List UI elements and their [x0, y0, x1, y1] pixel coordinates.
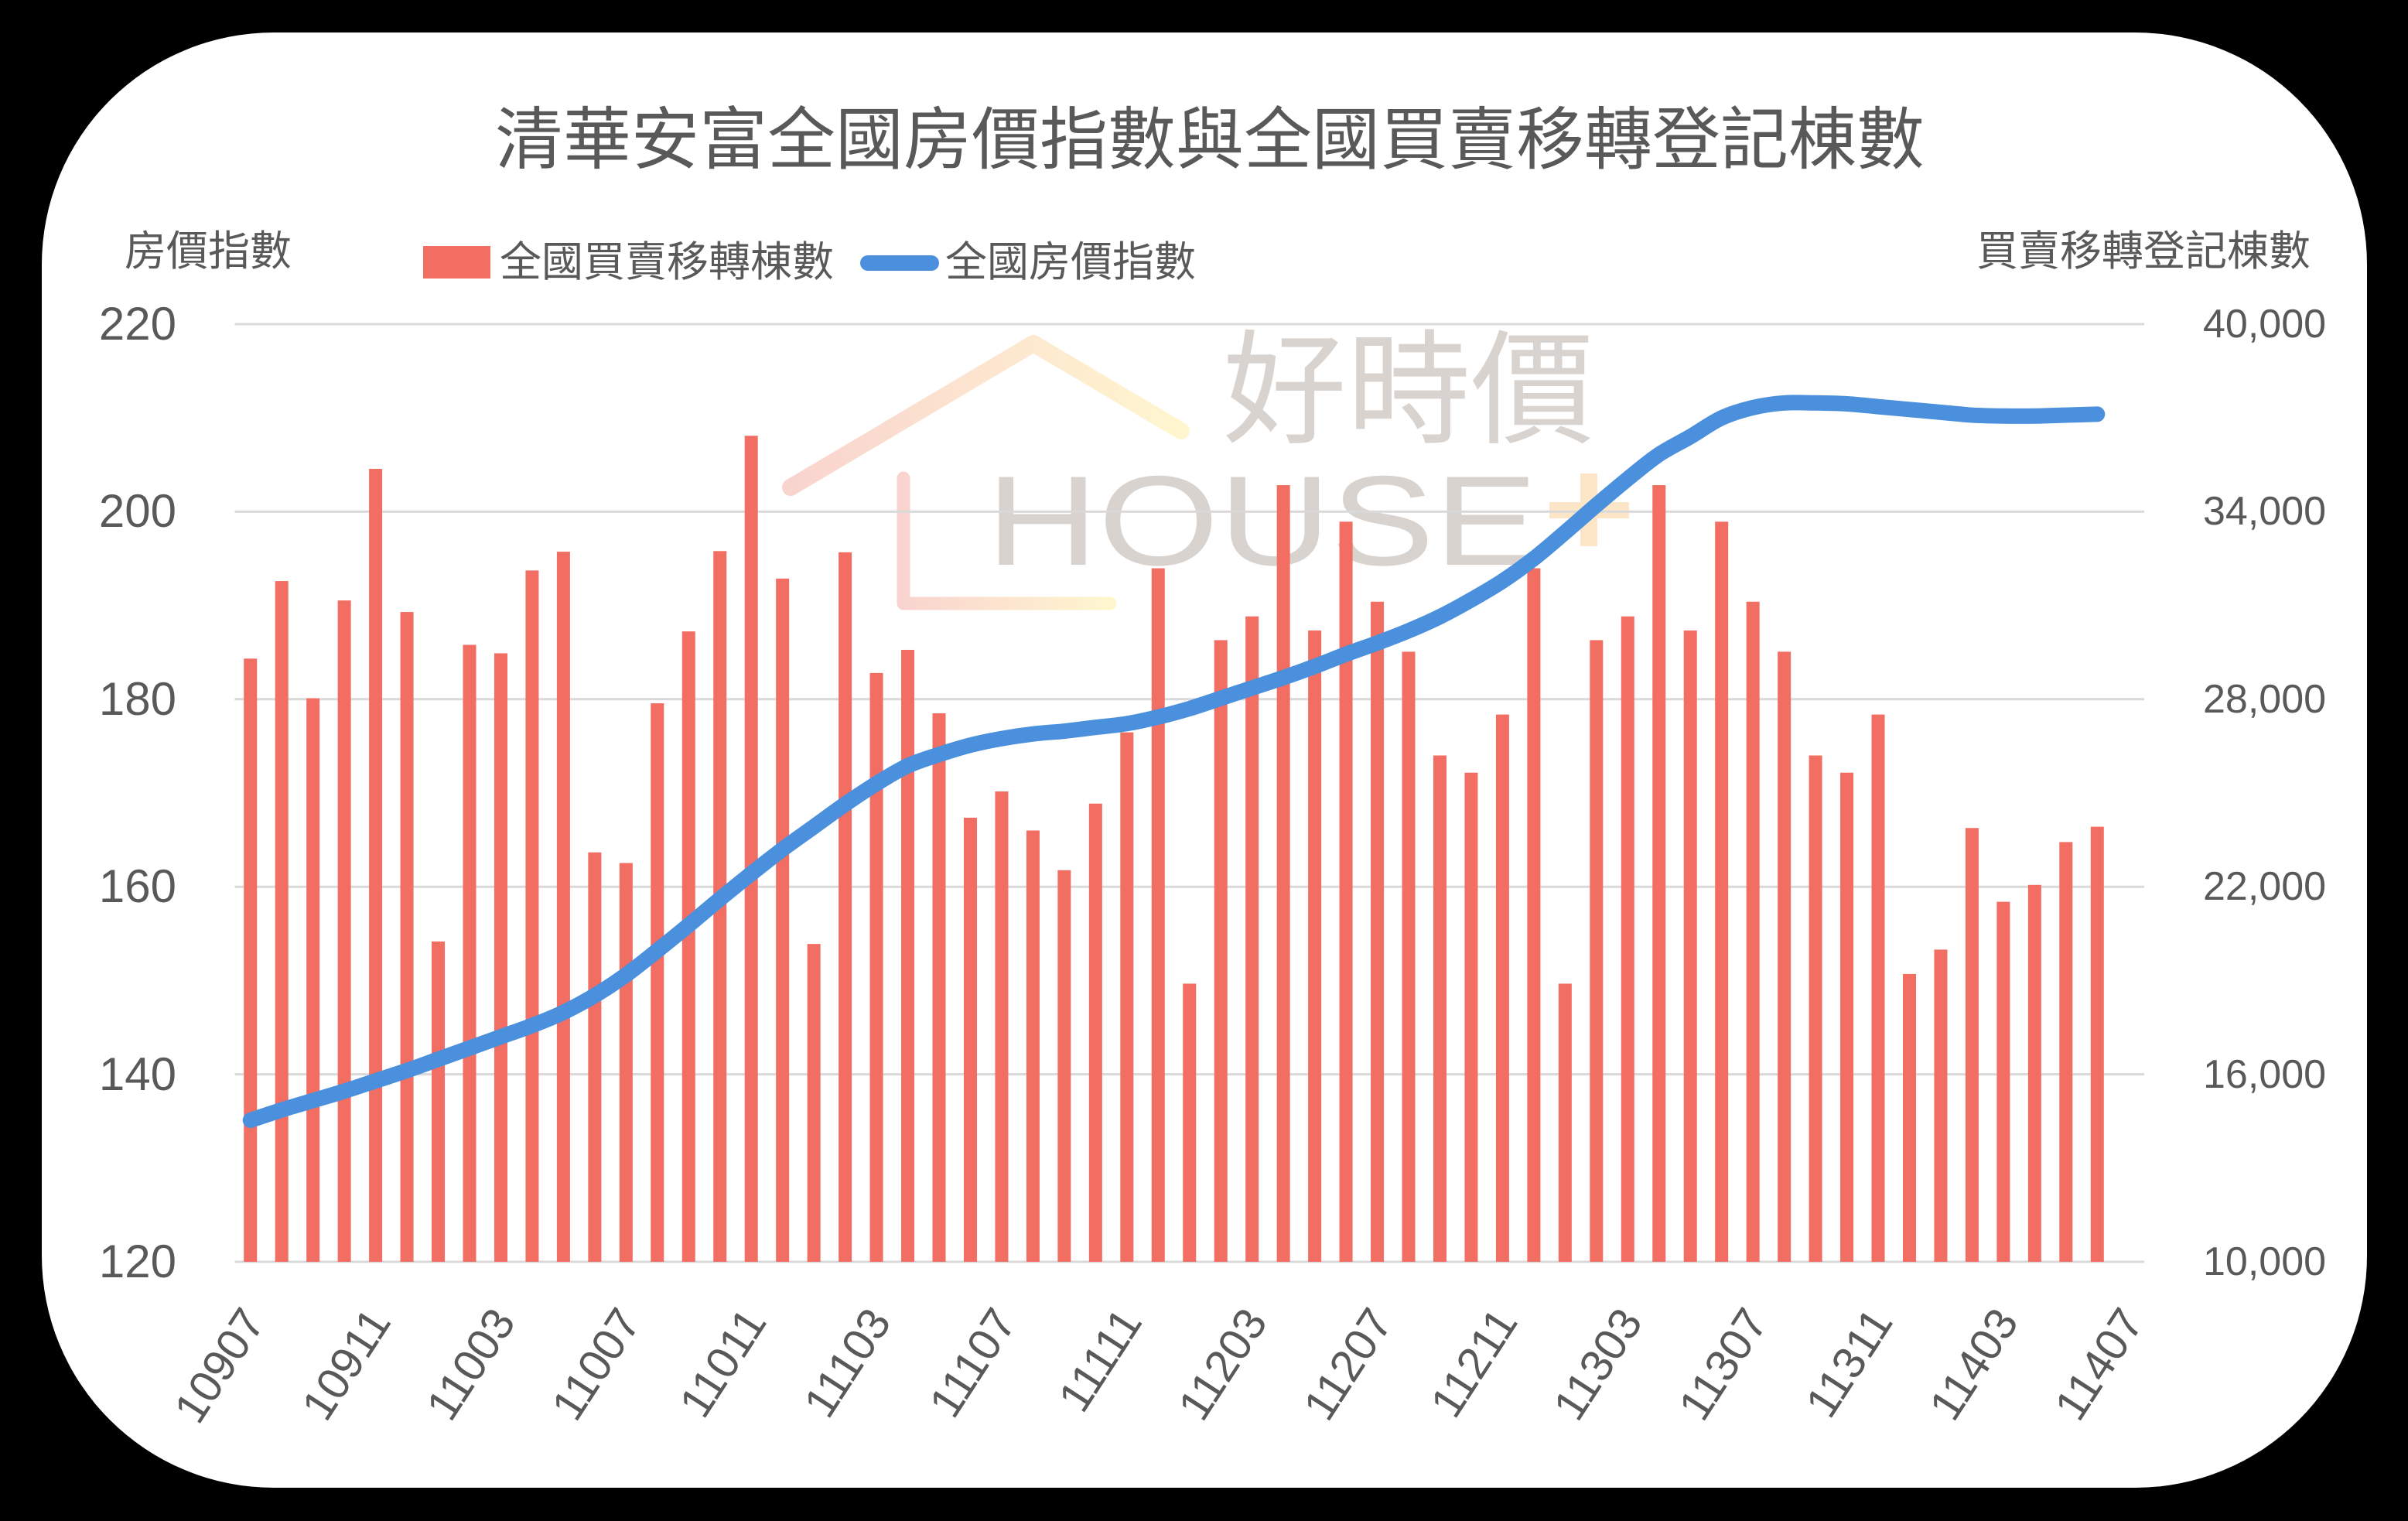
- bar: [588, 852, 602, 1262]
- house-wall-icon: [897, 471, 1117, 610]
- bar: [839, 552, 852, 1262]
- y-right-tick-label: 22,000: [2203, 864, 2327, 910]
- bar: [463, 644, 476, 1262]
- bar: [869, 672, 883, 1262]
- y-left-tick-label: 180: [98, 672, 176, 725]
- bar-series-transactions: [244, 436, 2104, 1262]
- y-right-tick-label: 40,000: [2203, 302, 2327, 347]
- bar: [901, 649, 915, 1262]
- y-left-tick-label: 140: [98, 1048, 176, 1100]
- bar: [1590, 640, 1604, 1262]
- bar: [1683, 630, 1697, 1262]
- bar: [963, 817, 977, 1262]
- bar: [275, 581, 289, 1262]
- bar: [1558, 983, 1572, 1262]
- bar: [1026, 830, 1040, 1262]
- bar: [556, 552, 570, 1262]
- bar: [1840, 772, 1854, 1262]
- bar: [1214, 640, 1228, 1262]
- house-roof-icon: [782, 335, 1190, 496]
- y-left-tick-label: 160: [98, 860, 176, 913]
- y-right-tick-label: 28,000: [2203, 676, 2327, 722]
- bar: [1088, 803, 1102, 1262]
- bar: [1902, 973, 1916, 1262]
- y-right-tick-label: 16,000: [2203, 1051, 2327, 1097]
- bar: [1715, 521, 1729, 1262]
- bar: [1057, 870, 1071, 1262]
- legend-swatch-line: [860, 255, 939, 271]
- legend-swatch-bar: [423, 246, 490, 279]
- bar: [1151, 568, 1165, 1262]
- bar: [525, 570, 539, 1262]
- bar: [400, 612, 414, 1262]
- bar: [1276, 485, 1290, 1262]
- bar: [1809, 755, 1822, 1262]
- y-left-tick-label: 120: [98, 1236, 176, 1287]
- y-left-axis-title: 房價指數: [125, 228, 292, 275]
- bar: [1778, 651, 1791, 1262]
- bar: [1245, 616, 1259, 1262]
- bar: [1621, 616, 1634, 1262]
- bar: [1308, 630, 1322, 1262]
- bar: [1527, 568, 1541, 1262]
- bar: [2027, 884, 2041, 1262]
- watermark-house-text: HOUSE: [986, 449, 1538, 592]
- bar: [494, 653, 507, 1262]
- bar: [1495, 714, 1509, 1262]
- bar: [1965, 828, 1979, 1262]
- bar: [995, 791, 1009, 1262]
- bar: [681, 631, 695, 1262]
- bar: [651, 703, 664, 1262]
- legend-label-price-index: 全國房價指數: [945, 239, 1196, 285]
- bar: [1871, 714, 1885, 1262]
- bar: [306, 698, 320, 1262]
- bar: [744, 436, 758, 1262]
- y-left-tick-label: 200: [98, 485, 176, 538]
- y-right-tick-label: 34,000: [2203, 489, 2327, 535]
- bar: [1402, 651, 1416, 1262]
- y-right-axis-title: 買賣移轉登記棟數: [1976, 228, 2311, 275]
- bar: [2090, 826, 2104, 1262]
- bar: [776, 578, 790, 1262]
- bar: [1120, 732, 1134, 1262]
- y-right-tick-label: 10,000: [2203, 1239, 2327, 1284]
- bar: [619, 863, 633, 1262]
- chart-title: 清華安富全國房價指數與全國買賣移轉登記棟數: [494, 101, 1925, 178]
- line-series-price-index: [242, 395, 2106, 1128]
- bar: [2059, 842, 2073, 1262]
- bar: [1371, 601, 1385, 1262]
- y-left-tick-label: 220: [98, 298, 176, 350]
- bar: [1996, 901, 2010, 1262]
- bar: [1464, 772, 1478, 1262]
- bar: [244, 658, 258, 1262]
- bar: [1339, 521, 1353, 1262]
- watermark-chinese-text: 好時價: [1223, 321, 1594, 460]
- legend-label-transactions: 全國買賣移轉棟數: [500, 239, 834, 285]
- bar: [1433, 755, 1447, 1262]
- bar: [1746, 601, 1760, 1262]
- bar: [369, 469, 383, 1262]
- bar: [1652, 485, 1666, 1262]
- bar: [337, 600, 351, 1262]
- watermark-logo: 好時價 HOUSE: [782, 321, 1629, 610]
- bar: [932, 713, 946, 1262]
- bar: [432, 941, 446, 1262]
- bar: [1934, 949, 1948, 1262]
- bar: [1183, 983, 1197, 1262]
- bar: [807, 944, 821, 1262]
